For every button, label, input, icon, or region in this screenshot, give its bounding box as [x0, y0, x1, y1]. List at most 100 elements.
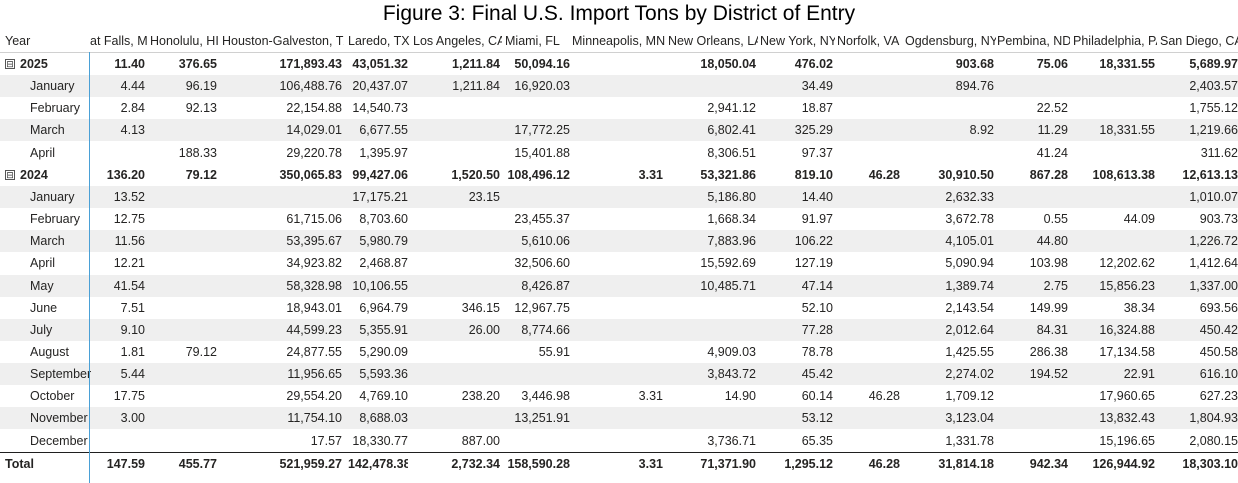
- column-header[interactable]: New Orleans, LA: [668, 34, 758, 48]
- collapse-icon[interactable]: ⊟: [5, 59, 15, 69]
- value-cell: 53,395.67: [286, 234, 342, 249]
- year-row: ⊟ 2025 11.40 376.65 171,893.43 43,051.32 1,211…: [0, 53, 1238, 75]
- value-cell: 5,186.80: [707, 189, 756, 204]
- value-cell: [222, 186, 342, 208]
- value-cell: 147.59: [106, 456, 145, 471]
- value-cell: 3,446.98: [521, 389, 570, 404]
- value-cell: 60.14: [801, 389, 833, 404]
- value-cell: 15,592.69: [700, 256, 756, 271]
- column-header-row: Year at Falls, MTHonolulu, HIHouston-Gal…: [0, 30, 1238, 53]
- value-cell: [837, 75, 900, 97]
- value-cell: 31,814.18: [938, 456, 994, 471]
- value-cell: 2,941.12: [707, 101, 756, 116]
- column-header[interactable]: Honolulu, HI: [150, 34, 219, 48]
- value-cell: [150, 275, 217, 297]
- value-cell: 476.02: [794, 57, 833, 71]
- value-cell: 106,488.76: [279, 79, 342, 94]
- value-cell: 3,736.71: [707, 433, 756, 448]
- value-cell: [572, 119, 663, 141]
- row-label: June: [30, 300, 58, 315]
- value-cell: 903.73: [1199, 212, 1238, 227]
- value-cell: 455.77: [178, 456, 217, 471]
- value-cell: 11.40: [114, 57, 145, 71]
- value-cell: 1,804.93: [1189, 411, 1238, 426]
- value-cell: [837, 407, 900, 429]
- row-label: August: [30, 344, 69, 359]
- value-cell: 1,295.12: [784, 456, 833, 471]
- value-cell: 12.21: [113, 256, 145, 271]
- column-header[interactable]: at Falls, MT: [90, 34, 147, 48]
- value-cell: 3,843.72: [707, 367, 756, 382]
- value-cell: [413, 252, 500, 274]
- month-row: May 41.54 58,328.98 10,106.55 8,426.87 10,485…: [0, 274, 1238, 297]
- value-cell: 894.76: [955, 79, 994, 94]
- column-header[interactable]: Houston-Galveston, TX: [222, 34, 344, 48]
- value-cell: 55.91: [538, 344, 570, 359]
- month-row: September 5.44 11,956.65 5,593.36 3,843.72 45…: [0, 363, 1238, 386]
- row-label: May: [30, 278, 54, 293]
- row-label[interactable]: 2024: [20, 167, 48, 182]
- value-cell: [505, 97, 570, 119]
- value-cell: 44.80: [1036, 234, 1068, 249]
- value-cell: 12,202.62: [1099, 256, 1155, 271]
- value-cell: [572, 75, 663, 97]
- column-header[interactable]: Ogdensburg, NY: [905, 34, 996, 48]
- value-cell: 5,610.06: [521, 234, 570, 249]
- value-cell: 18.87: [801, 101, 833, 116]
- value-cell: [572, 252, 663, 274]
- value-cell: [150, 119, 217, 141]
- column-header[interactable]: Pembina, ND: [997, 34, 1070, 48]
- collapse-icon[interactable]: ⊟: [5, 169, 15, 180]
- column-header[interactable]: Los Angeles, CA: [413, 34, 502, 48]
- value-cell: 903.68: [955, 57, 994, 71]
- matrix-table: Year at Falls, MTHonolulu, HIHouston-Gal…: [0, 30, 1238, 483]
- value-cell: 18,331.55: [1099, 57, 1155, 71]
- value-cell: 97.37: [801, 145, 833, 160]
- column-header[interactable]: Minneapolis, MN: [572, 34, 665, 48]
- value-cell: 7,883.96: [707, 234, 756, 249]
- column-header[interactable]: Norfolk, VA: [837, 34, 900, 48]
- value-cell: 22.91: [1123, 367, 1155, 382]
- value-cell: 41.24: [1036, 145, 1068, 160]
- value-cell: 1,226.72: [1189, 234, 1238, 249]
- value-cell: 20,437.07: [352, 79, 408, 94]
- value-cell: 2.84: [120, 101, 145, 116]
- value-cell: 46.28: [868, 389, 900, 404]
- value-cell: [413, 97, 500, 119]
- row-label: December: [30, 433, 88, 448]
- value-cell: [150, 385, 217, 407]
- value-cell: 71,371.90: [700, 456, 756, 471]
- value-cell: 26.00: [468, 322, 500, 337]
- column-header[interactable]: Philadelphia, PA: [1073, 34, 1157, 48]
- value-cell: [572, 297, 663, 319]
- value-cell: [905, 142, 994, 164]
- column-header[interactable]: New York, NY: [760, 34, 835, 48]
- value-cell: [505, 186, 570, 208]
- value-cell: 7.51: [120, 300, 145, 315]
- row-label: July: [30, 322, 53, 337]
- value-cell: 13,832.43: [1099, 411, 1155, 426]
- value-cell: 11.29: [1037, 123, 1068, 138]
- month-row: February 2.84 92.13 22,154.88 14,540.73 2,941…: [0, 97, 1238, 119]
- value-cell: 4,769.10: [359, 389, 408, 404]
- value-cell: 58,328.98: [286, 278, 342, 293]
- row-label[interactable]: 2025: [20, 57, 48, 71]
- column-header[interactable]: San Diego, CA: [1160, 34, 1238, 48]
- value-cell: [150, 407, 217, 429]
- value-cell: 1,337.00: [1189, 278, 1238, 293]
- column-header[interactable]: Miami, FL: [505, 34, 560, 48]
- column-header[interactable]: Laredo, TX: [348, 34, 410, 48]
- value-cell: 9.10: [120, 322, 145, 337]
- value-cell: 1.81: [120, 344, 145, 359]
- value-cell: 2,468.87: [359, 256, 408, 271]
- value-cell: 106.22: [794, 234, 833, 249]
- value-cell: [413, 230, 500, 252]
- row-label: Total: [5, 456, 34, 471]
- value-cell: 3.31: [638, 389, 663, 404]
- value-cell: 17,175.21: [352, 189, 408, 204]
- value-cell: [572, 230, 663, 252]
- value-cell: 188.33: [178, 145, 217, 160]
- value-cell: 32,506.60: [514, 256, 570, 271]
- value-cell: [413, 341, 500, 363]
- value-cell: 127.19: [794, 256, 833, 271]
